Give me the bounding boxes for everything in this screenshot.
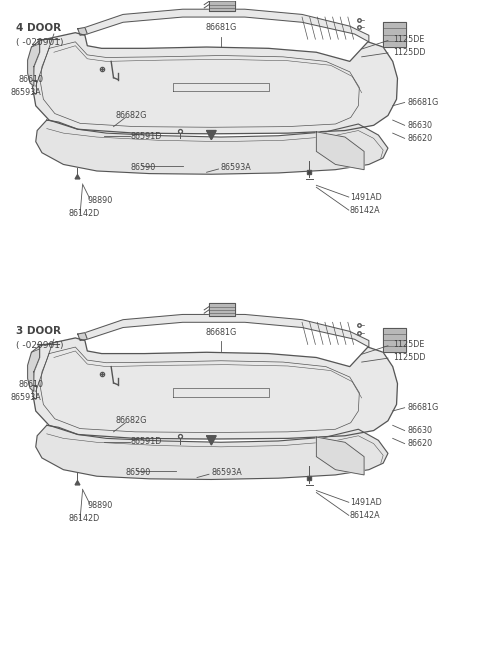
Polygon shape xyxy=(383,328,406,352)
Text: 1125DE: 1125DE xyxy=(393,340,424,349)
Polygon shape xyxy=(383,22,406,47)
Text: ( -020901): ( -020901) xyxy=(16,38,63,47)
Text: 86610: 86610 xyxy=(18,381,43,389)
Polygon shape xyxy=(316,132,364,170)
Text: 86620: 86620 xyxy=(407,439,432,448)
Text: 98890: 98890 xyxy=(87,196,112,205)
Text: 1491AD: 1491AD xyxy=(350,498,382,507)
Polygon shape xyxy=(28,346,39,392)
Text: 1125DD: 1125DD xyxy=(393,353,425,362)
Text: 86590: 86590 xyxy=(130,163,156,172)
Text: 86681G: 86681G xyxy=(205,328,237,337)
Text: 86593A: 86593A xyxy=(11,88,42,97)
Text: 86593A: 86593A xyxy=(11,394,42,402)
Polygon shape xyxy=(316,437,364,475)
Text: 86590: 86590 xyxy=(125,468,151,477)
Text: 86681G: 86681G xyxy=(205,23,237,32)
Text: ( -020901): ( -020901) xyxy=(16,341,63,350)
Polygon shape xyxy=(28,41,39,86)
Text: 86142A: 86142A xyxy=(350,206,380,215)
Text: 86593A: 86593A xyxy=(221,163,252,172)
Text: 86630: 86630 xyxy=(407,121,432,130)
Polygon shape xyxy=(33,338,397,439)
Text: 86681G: 86681G xyxy=(407,403,438,412)
Text: 1125DE: 1125DE xyxy=(393,35,424,44)
Text: 86610: 86610 xyxy=(18,75,43,84)
Text: 98890: 98890 xyxy=(87,501,112,510)
Text: 86630: 86630 xyxy=(407,426,432,435)
Text: 1125DD: 1125DD xyxy=(393,48,425,57)
Text: 86591D: 86591D xyxy=(130,132,162,141)
Text: 86142D: 86142D xyxy=(68,514,99,523)
Polygon shape xyxy=(85,9,369,42)
Text: 86681G: 86681G xyxy=(407,98,438,107)
Text: 86620: 86620 xyxy=(407,134,432,143)
Polygon shape xyxy=(36,120,388,174)
Polygon shape xyxy=(78,28,87,35)
Text: 86591D: 86591D xyxy=(130,437,162,446)
Text: 1491AD: 1491AD xyxy=(350,193,382,202)
Polygon shape xyxy=(85,314,369,347)
Polygon shape xyxy=(209,303,235,316)
Polygon shape xyxy=(33,33,397,134)
Polygon shape xyxy=(36,425,388,479)
Text: 86142A: 86142A xyxy=(350,511,380,520)
Polygon shape xyxy=(206,130,216,140)
Text: 86593A: 86593A xyxy=(211,468,242,477)
Polygon shape xyxy=(206,436,216,445)
Polygon shape xyxy=(78,333,87,341)
Text: 86682G: 86682G xyxy=(116,417,147,425)
Text: 86682G: 86682G xyxy=(116,111,147,120)
Text: 86142D: 86142D xyxy=(68,209,99,218)
Text: 3 DOOR: 3 DOOR xyxy=(16,326,60,336)
Polygon shape xyxy=(209,0,235,11)
Text: 4 DOOR: 4 DOOR xyxy=(16,23,61,33)
